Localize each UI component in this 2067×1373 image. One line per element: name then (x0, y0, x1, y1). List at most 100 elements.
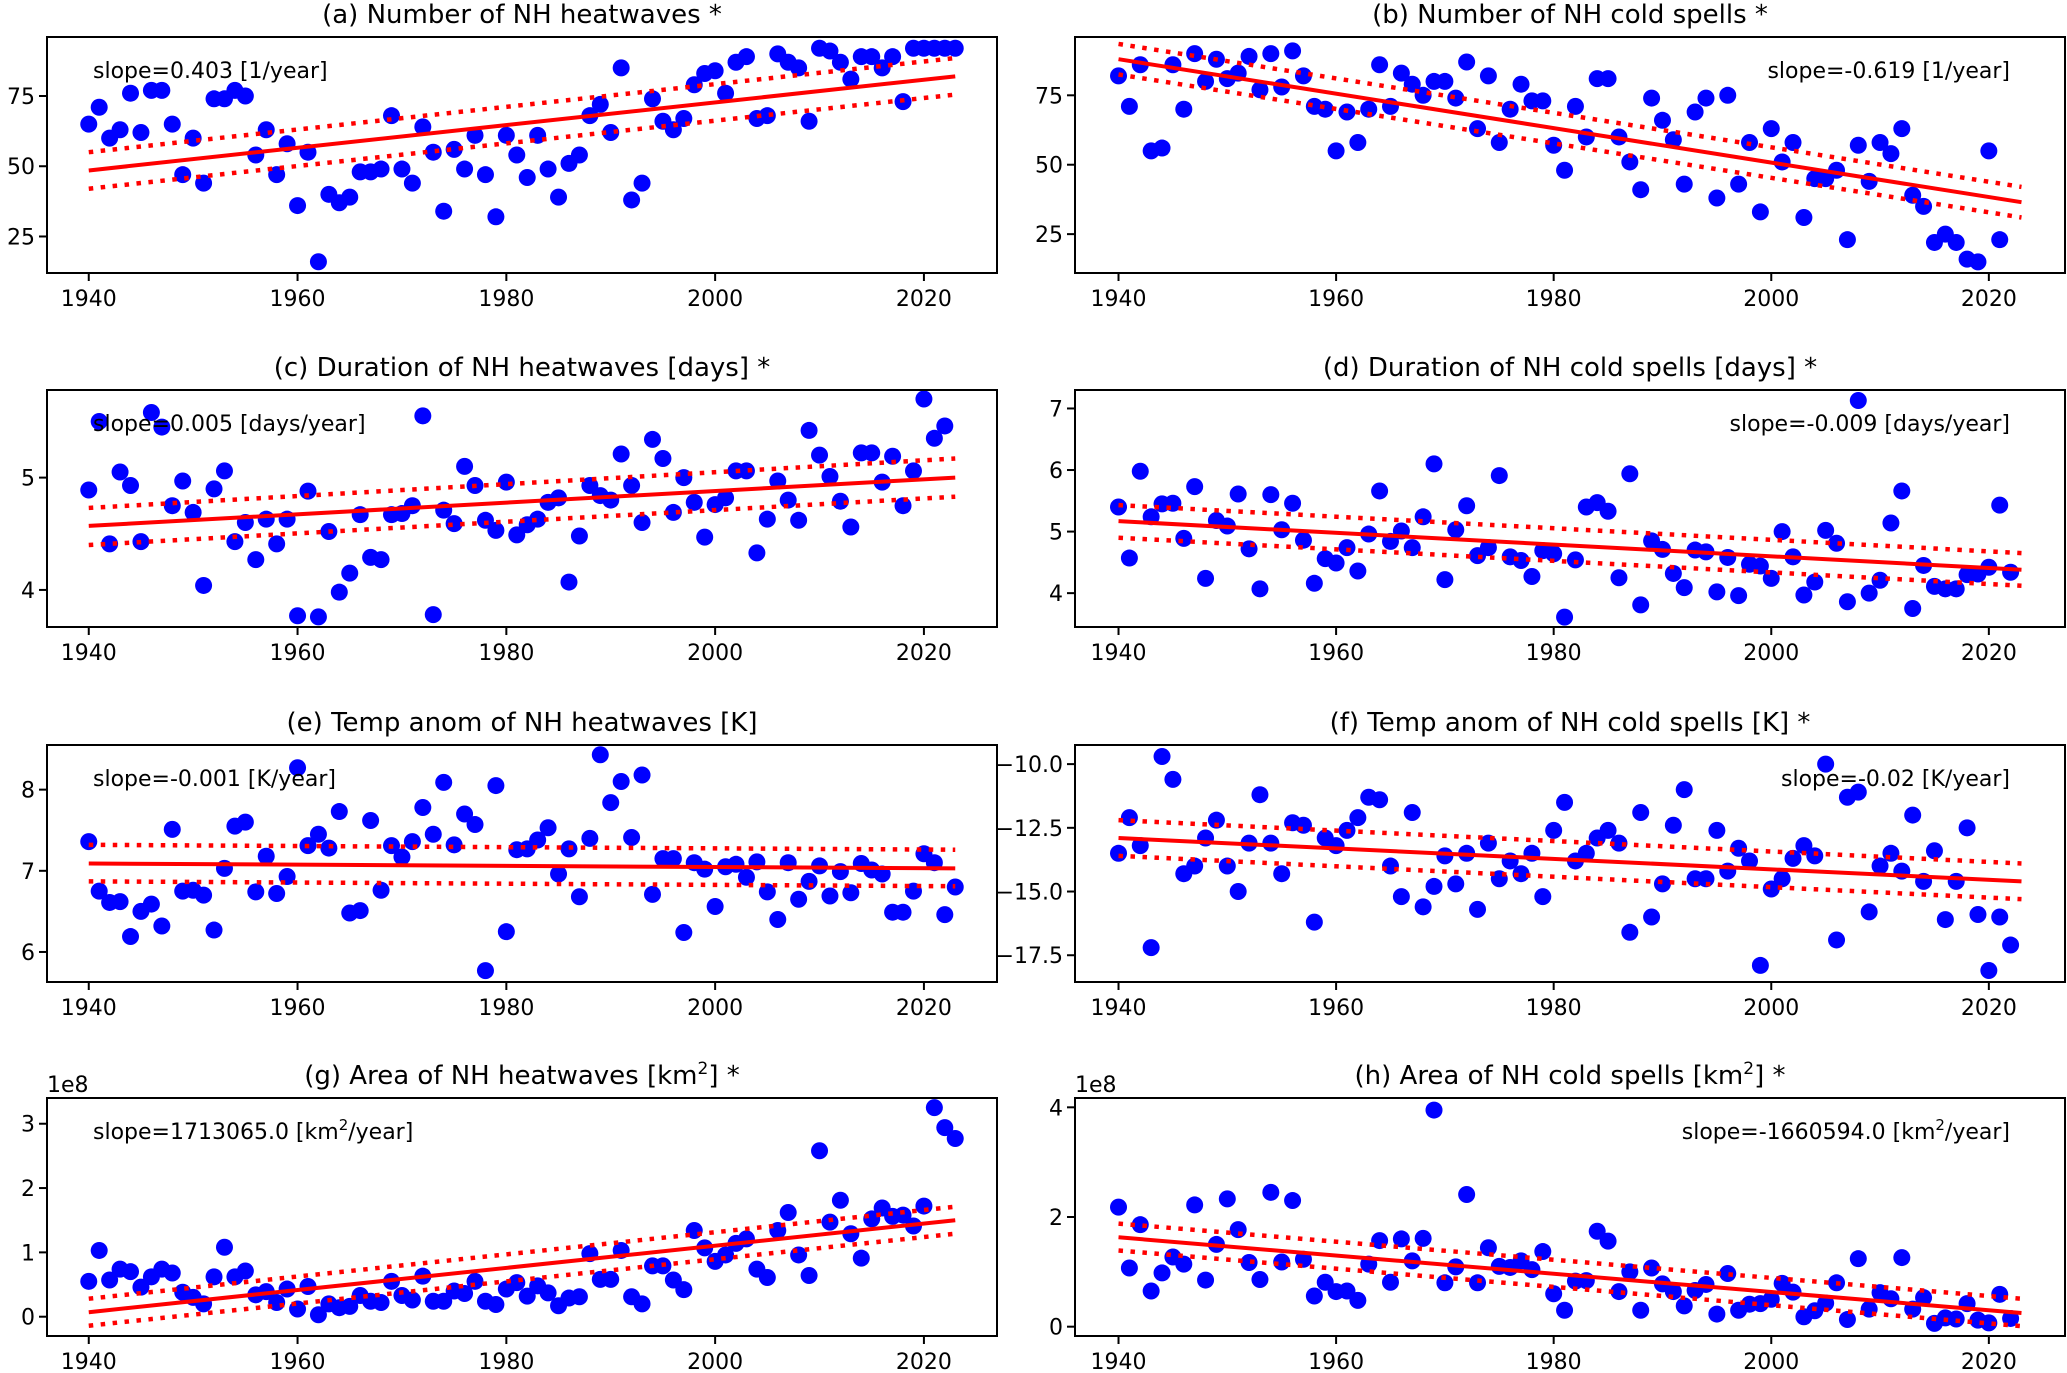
data-point (309, 253, 327, 271)
y-tick-label: −10.0 (996, 753, 1063, 778)
slope-annotation: slope=-0.02 [K/year] (1781, 767, 2010, 792)
data-point (894, 1206, 912, 1224)
data-point (539, 160, 557, 178)
x-tick-label: 1960 (270, 996, 326, 1021)
data-point (591, 746, 609, 764)
x-tick-label: 1980 (478, 641, 534, 666)
data-point (236, 813, 254, 831)
y-tick-label: 25 (1035, 223, 1063, 248)
data-point (1294, 531, 1312, 549)
data-point (362, 811, 380, 829)
data-point (153, 418, 171, 436)
plot-area (1110, 391, 2022, 626)
data-point (163, 820, 181, 838)
slope-annotation: slope=1713065.0 [km2/year] (93, 1116, 413, 1145)
data-point (487, 208, 505, 226)
data-point (1838, 1311, 1856, 1329)
data-point (539, 1284, 557, 1302)
axes-frame (46, 389, 998, 628)
data-point (247, 551, 265, 569)
slope-annotation: slope=-1660594.0 [km2/year] (1682, 1116, 2010, 1145)
data-point (1186, 478, 1204, 496)
data-point (1882, 514, 1900, 532)
data-point (800, 1267, 818, 1285)
data-point (1110, 1198, 1128, 1216)
data-point (842, 70, 860, 88)
data-point (602, 794, 620, 812)
data-point (1904, 600, 1922, 618)
data-point (1305, 574, 1323, 592)
data-point (1186, 857, 1204, 875)
x-tick-label: 2000 (1743, 1350, 1799, 1373)
data-point (1327, 142, 1345, 160)
data-point (842, 518, 860, 536)
data-point (1664, 131, 1682, 149)
data-point (205, 1268, 223, 1286)
data-point (623, 829, 641, 847)
data-point (1284, 42, 1302, 60)
ci-lower-line (88, 494, 956, 548)
data-point (1294, 816, 1312, 834)
data-point (1577, 844, 1595, 862)
data-point (1305, 913, 1323, 931)
data-point (1349, 134, 1367, 152)
data-point (518, 1287, 536, 1305)
y-tick-label: 25 (7, 225, 35, 250)
data-point (664, 503, 682, 521)
data-point (706, 898, 724, 916)
data-point (529, 510, 547, 528)
data-point (90, 1241, 108, 1259)
data-point (1806, 573, 1824, 591)
data-point (800, 872, 818, 890)
data-point (737, 48, 755, 66)
data-point (1556, 161, 1574, 179)
data-point (1381, 1273, 1399, 1291)
data-point (1240, 540, 1258, 558)
data-point (435, 202, 453, 220)
data-point (1991, 496, 2009, 514)
ci-lower-line (88, 92, 956, 191)
data-point (1371, 56, 1389, 74)
data-point (215, 1238, 233, 1256)
data-point (1904, 806, 1922, 824)
x-tick-label: 2000 (687, 1350, 743, 1373)
panel-title: (f) Temp anom of NH cold spells [K] * (1330, 708, 1811, 738)
data-point (884, 447, 902, 465)
data-point (1327, 554, 1345, 572)
data-point (1610, 1283, 1628, 1301)
data-point (1588, 1222, 1606, 1240)
data-point (1708, 583, 1726, 601)
data-point (894, 497, 912, 515)
data-point (1610, 834, 1628, 852)
ci-upper-line (88, 1204, 956, 1301)
data-point (132, 124, 150, 142)
data-point (633, 766, 651, 784)
data-point (1425, 877, 1443, 895)
y-tick-label: −15.0 (996, 881, 1063, 906)
data-point (831, 863, 849, 881)
data-point (247, 883, 265, 901)
data-point (936, 417, 954, 435)
data-point (1131, 462, 1149, 480)
data-point (1697, 89, 1715, 107)
data-point (1599, 821, 1617, 839)
data-point (372, 881, 390, 899)
data-point (435, 773, 453, 791)
data-point (1229, 883, 1247, 901)
data-point (299, 482, 317, 500)
data-point (1708, 821, 1726, 839)
ci-upper-line (88, 842, 956, 852)
data-point (1197, 72, 1215, 90)
data-point (289, 607, 307, 625)
data-point (1762, 120, 1780, 138)
x-tick-label: 1940 (61, 1350, 117, 1373)
data-point (1120, 1259, 1138, 1277)
data-point (1327, 837, 1345, 855)
data-point (487, 1295, 505, 1313)
data-point (1643, 89, 1661, 107)
data-point (163, 115, 181, 133)
data-point (1414, 508, 1432, 526)
data-point (602, 491, 620, 509)
data-point (1501, 100, 1519, 118)
